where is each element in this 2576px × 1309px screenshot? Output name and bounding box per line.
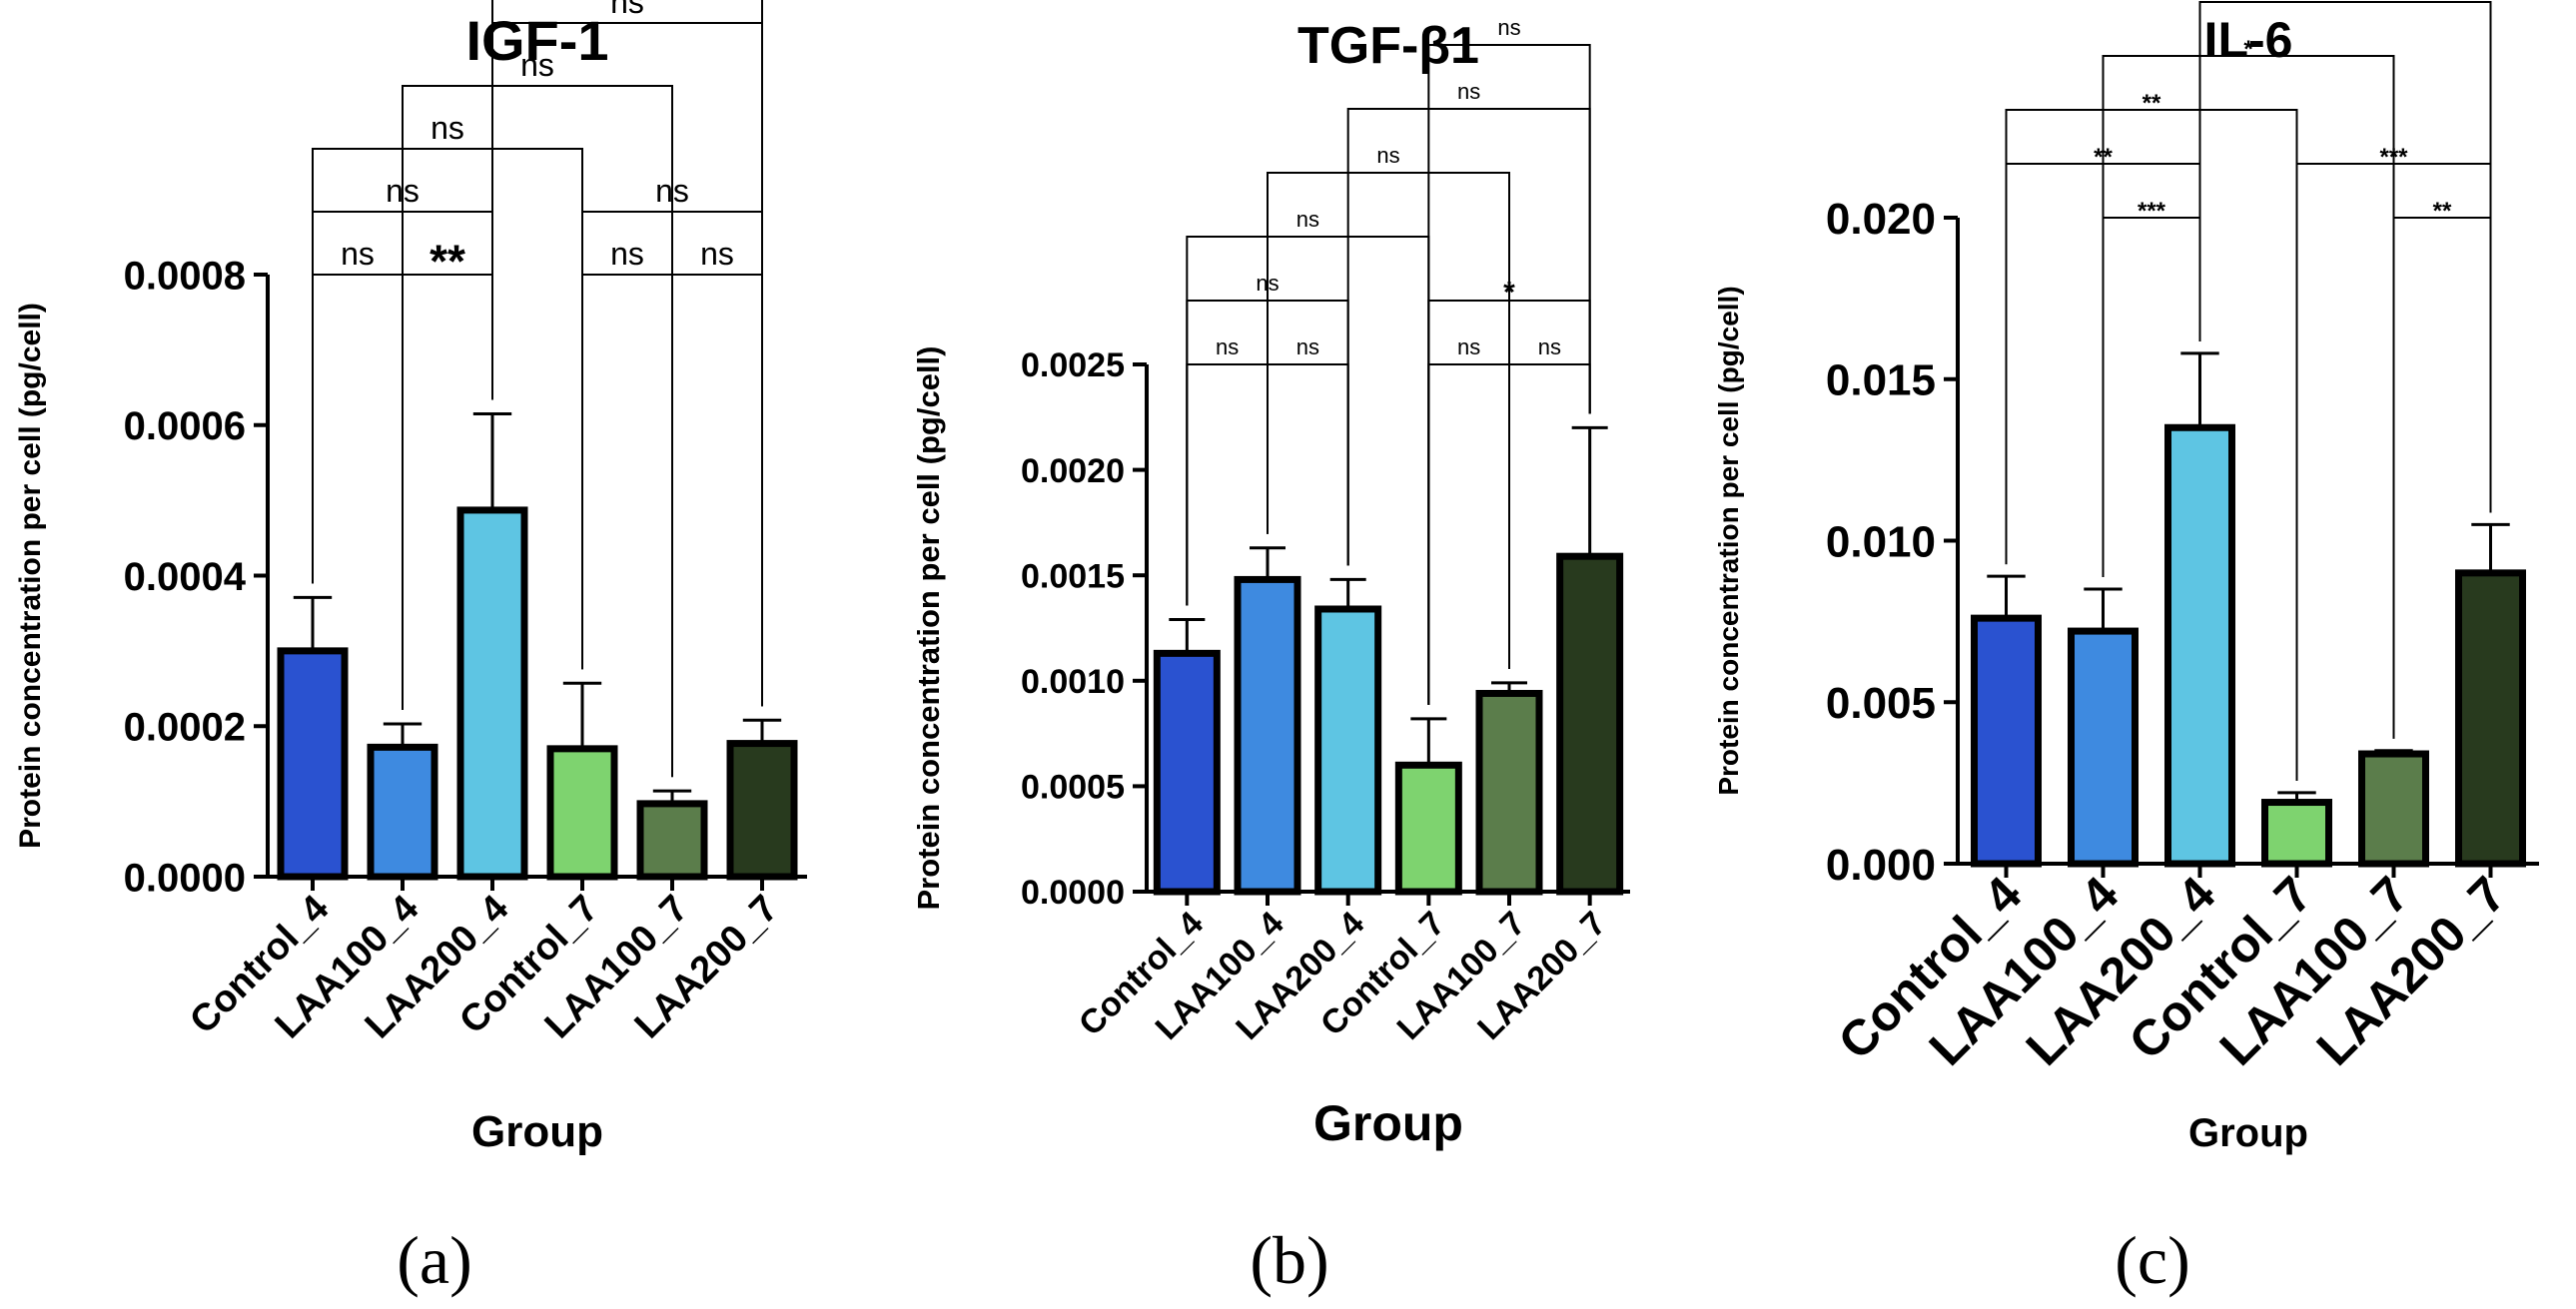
panel-label: (a): [397, 1222, 471, 1298]
bar-laa100_4: [2068, 627, 2139, 868]
significance-label: ns: [1538, 334, 1561, 359]
chart-title: IL-6: [2204, 12, 2293, 68]
significance-bracket: [1267, 363, 1349, 566]
bar-control_7: [2261, 799, 2332, 868]
significance-label: ns: [1296, 207, 1319, 232]
bar-control_7: [1394, 761, 1462, 896]
significance-bracket: [491, 22, 763, 707]
bar-laa100_7: [1475, 689, 1543, 896]
panel-il6: IL-60.0000.0050.0100.0150.020Control_4LA…: [1713, 0, 2539, 1298]
bar-laa200_4: [1314, 605, 1382, 896]
chart-title: IGF-1: [465, 9, 608, 72]
significance-label: ns: [1457, 79, 1480, 104]
bar-laa100_4: [1234, 575, 1301, 896]
y-tick-label: 0.015: [1826, 356, 1936, 405]
significance-bracket: [1267, 172, 1510, 669]
bar-laa100_7: [2358, 750, 2429, 868]
panel-label: (b): [1250, 1222, 1328, 1298]
significance-label: ns: [1296, 334, 1319, 359]
significance-label: ns: [430, 110, 464, 146]
panel-label: (c): [2115, 1222, 2189, 1298]
panel-igf1: IGF-10.00000.00020.00040.00060.0008Contr…: [14, 0, 807, 1298]
significance-label: ns: [610, 236, 644, 272]
bar-laa100_4: [367, 743, 438, 881]
y-tick-label: 0.0000: [1021, 874, 1125, 912]
significance-label: ***: [2138, 198, 2166, 225]
y-tick-label: 0.0005: [1021, 769, 1125, 807]
x-axis-title: Group: [2188, 1111, 2308, 1155]
significance-label: *: [2243, 36, 2253, 63]
significance-label: ns: [700, 236, 734, 272]
y-tick-label: 0.005: [1826, 679, 1936, 728]
significance-bracket: [2005, 109, 2298, 781]
y-tick-label: 0.0020: [1021, 452, 1125, 490]
bar-laa200_7: [2455, 569, 2526, 868]
x-axis-title: Group: [471, 1107, 603, 1156]
significance-label: **: [2143, 90, 2161, 117]
significance-bracket: [2198, 1, 2492, 513]
significance-bracket: [312, 274, 404, 710]
y-tick-label: 0.0004: [124, 555, 247, 599]
bar-control_7: [546, 745, 618, 881]
significance-bracket: [671, 274, 763, 778]
y-tick-label: 0.0025: [1021, 346, 1125, 384]
significance-bracket: [1186, 363, 1269, 606]
x-axis-title: Group: [1313, 1095, 1463, 1151]
y-tick-label: 0.0010: [1021, 663, 1125, 701]
significance-label: ns: [341, 236, 375, 272]
significance-label: ns: [1457, 334, 1480, 359]
y-tick-label: 0.020: [1826, 195, 1936, 244]
significance-label: ns: [1376, 143, 1399, 168]
significance-label: **: [429, 235, 465, 287]
significance-label: ns: [1497, 15, 1520, 40]
y-tick-label: 0.0000: [124, 856, 246, 900]
significance-bracket: [2102, 55, 2395, 739]
significance-bracket: [1427, 44, 1591, 705]
y-tick-label: 0.0006: [124, 404, 246, 448]
y-tick-label: 0.0008: [124, 254, 246, 298]
y-tick-label: 0.0015: [1021, 557, 1125, 595]
significance-bracket: [1186, 236, 1430, 705]
significance-label: *: [2340, 0, 2350, 9]
significance-bracket: [402, 85, 673, 778]
y-tick-label: 0.000: [1826, 841, 1936, 890]
bar-control_4: [1153, 649, 1221, 896]
panel-tgfb1: TGF-β10.00000.00050.00100.00150.00200.00…: [911, 15, 1630, 1298]
significance-label: ns: [1216, 334, 1239, 359]
significance-bracket: [581, 274, 673, 778]
bar-control_4: [277, 647, 349, 881]
bar-laa200_4: [2164, 423, 2235, 868]
bar-control_4: [1971, 614, 2042, 868]
significance-bracket: [312, 148, 583, 670]
y-tick-label: 0.010: [1826, 517, 1936, 566]
significance-label: ns: [610, 0, 644, 20]
bar-laa100_7: [636, 800, 708, 881]
bar-laa200_7: [726, 740, 798, 881]
bar-laa200_4: [456, 506, 528, 881]
y-axis-title: Protein concentration per cell (pg/cell): [911, 346, 946, 911]
y-axis-title: Protein concentration per cell (pg/cell): [1713, 286, 1744, 795]
significance-label: **: [2433, 198, 2452, 225]
y-axis-title: Protein concentration per cell (pg/cell): [14, 303, 47, 849]
significance-bracket: [491, 0, 763, 707]
significance-label: ns: [520, 47, 554, 83]
significance-bracket: [1427, 363, 1510, 705]
bar-laa200_7: [1556, 552, 1624, 896]
y-tick-label: 0.0002: [124, 706, 246, 750]
